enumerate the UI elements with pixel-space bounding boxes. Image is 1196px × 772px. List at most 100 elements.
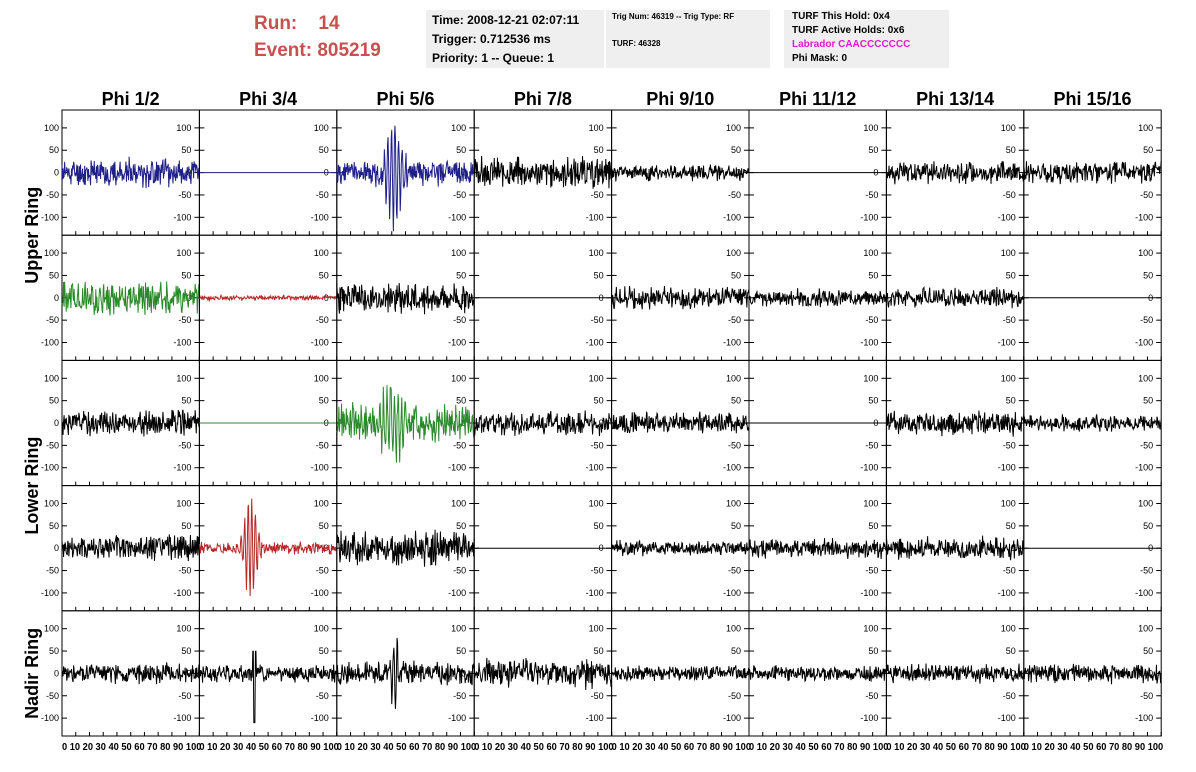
y-tick-label: -100 — [860, 463, 878, 473]
y-tick-label: -100 — [448, 338, 466, 348]
waveform-trace — [748, 665, 887, 683]
y-tick-label: -50 — [865, 566, 878, 576]
y-tick-label: 50 — [594, 396, 604, 406]
x-tick-labels: 0 10 20 30 40 50 60 70 80 90 100 — [474, 742, 614, 753]
y-tick-label: -50 — [316, 566, 329, 576]
y-tick-label: 50 — [1006, 396, 1016, 406]
y-tick-label: 100 — [1001, 624, 1016, 634]
waveform-trace — [473, 657, 613, 691]
y-tick-label: -100 — [173, 463, 191, 473]
y-tick-label: -50 — [1003, 190, 1016, 200]
y-tick-label: 100 — [451, 624, 466, 634]
y-tick-label: -50 — [591, 440, 604, 450]
y-tick-label: 50 — [868, 646, 878, 656]
y-tick-label: -50 — [728, 440, 741, 450]
y-tick-label: -100 — [723, 212, 741, 222]
y-tick-label: 0 — [54, 668, 59, 678]
y-tick-label: -50 — [316, 315, 329, 325]
y-tick-label: -50 — [178, 440, 191, 450]
y-tick-label: -50 — [453, 440, 466, 450]
row-label: Upper Ring — [22, 187, 42, 284]
y-tick-label: 100 — [589, 624, 604, 634]
trig-num-line: Trig Num: 46319 -- Trig Type: RF — [612, 12, 735, 21]
y-tick-label: -50 — [728, 315, 741, 325]
y-tick-label: 0 — [1011, 668, 1016, 678]
y-tick-label: 0 — [1148, 168, 1153, 178]
trigger-line: Trigger: 0.712536 ms — [432, 32, 551, 46]
waveform-trace — [336, 125, 475, 232]
y-tick-label: 50 — [319, 646, 329, 656]
y-tick-label: -100 — [998, 713, 1016, 723]
y-tick-label: 50 — [731, 396, 741, 406]
y-tick-label: -100 — [1135, 338, 1153, 348]
y-tick-label: 50 — [456, 145, 466, 155]
waveform-trace — [336, 637, 475, 709]
y-tick-label: 50 — [456, 521, 466, 531]
y-tick-label: 100 — [44, 373, 59, 383]
y-tick-label: 0 — [186, 668, 191, 678]
y-tick-label: -100 — [1135, 588, 1153, 598]
y-tick-label: -100 — [998, 588, 1016, 598]
waveform-trace — [198, 293, 338, 303]
y-tick-label: -50 — [1140, 440, 1153, 450]
y-tick-label: -100 — [723, 338, 741, 348]
y-tick-label: -100 — [1135, 713, 1153, 723]
priority-line: Priority: 1 -- Queue: 1 — [432, 51, 555, 65]
y-tick-label: 50 — [456, 396, 466, 406]
y-tick-label: 100 — [176, 373, 191, 383]
y-tick-label: -100 — [448, 588, 466, 598]
waveform-trace — [885, 161, 1025, 185]
y-tick-label: 50 — [319, 145, 329, 155]
y-tick-label: 0 — [461, 293, 466, 303]
y-tick-label: 50 — [594, 646, 604, 656]
y-tick-label: -50 — [1003, 691, 1016, 701]
y-tick-label: -50 — [453, 315, 466, 325]
y-tick-label: -50 — [1140, 190, 1153, 200]
y-tick-label: -50 — [453, 566, 466, 576]
y-tick-label: 50 — [868, 145, 878, 155]
y-tick-label: -50 — [46, 691, 59, 701]
y-tick-label: 100 — [176, 498, 191, 508]
x-tick-labels: 0 10 20 30 40 50 60 70 80 90 100 — [1024, 742, 1164, 753]
y-tick-label: -50 — [728, 566, 741, 576]
y-tick-label: 50 — [868, 270, 878, 280]
waveform-trace — [611, 285, 750, 310]
y-tick-label: 100 — [44, 624, 59, 634]
y-tick-label: -50 — [46, 566, 59, 576]
y-tick-label: -50 — [453, 691, 466, 701]
y-tick-label: 100 — [863, 373, 878, 383]
y-tick-label: 50 — [731, 521, 741, 531]
y-tick-label: 100 — [589, 373, 604, 383]
y-tick-label: 100 — [726, 248, 741, 258]
y-tick-label: 100 — [314, 373, 329, 383]
y-tick-label: -100 — [41, 713, 59, 723]
y-tick-label: 50 — [1143, 145, 1153, 155]
y-tick-label: 50 — [181, 270, 191, 280]
y-tick-label: 50 — [594, 270, 604, 280]
y-tick-label: 50 — [594, 521, 604, 531]
waveform-trace — [611, 164, 750, 182]
phi-mask-line: Phi Mask: 0 — [792, 53, 848, 64]
column-header: Phi 13/14 — [916, 89, 994, 109]
y-tick-label: 0 — [54, 418, 59, 428]
row-label: Lower Ring — [22, 437, 42, 535]
y-tick-label: 100 — [726, 624, 741, 634]
waveform-trace — [198, 498, 338, 597]
y-tick-label: 50 — [181, 521, 191, 531]
y-tick-label: -100 — [41, 338, 59, 348]
y-tick-label: 50 — [181, 145, 191, 155]
y-tick-label: 50 — [49, 145, 59, 155]
trig-info-box: Trig Num: 46319 -- Trig Type: RF TURF: 4… — [606, 10, 770, 68]
waveform-trace — [473, 155, 613, 189]
y-tick-label: -100 — [173, 212, 191, 222]
y-tick-label: 50 — [49, 270, 59, 280]
y-tick-label: 50 — [1006, 270, 1016, 280]
y-tick-label: 50 — [1006, 646, 1016, 656]
y-tick-label: -50 — [178, 315, 191, 325]
y-tick-label: 100 — [1001, 373, 1016, 383]
y-tick-label: -50 — [316, 190, 329, 200]
y-tick-label: 0 — [1011, 543, 1016, 553]
y-tick-label: 100 — [726, 373, 741, 383]
y-tick-label: 100 — [726, 123, 741, 133]
